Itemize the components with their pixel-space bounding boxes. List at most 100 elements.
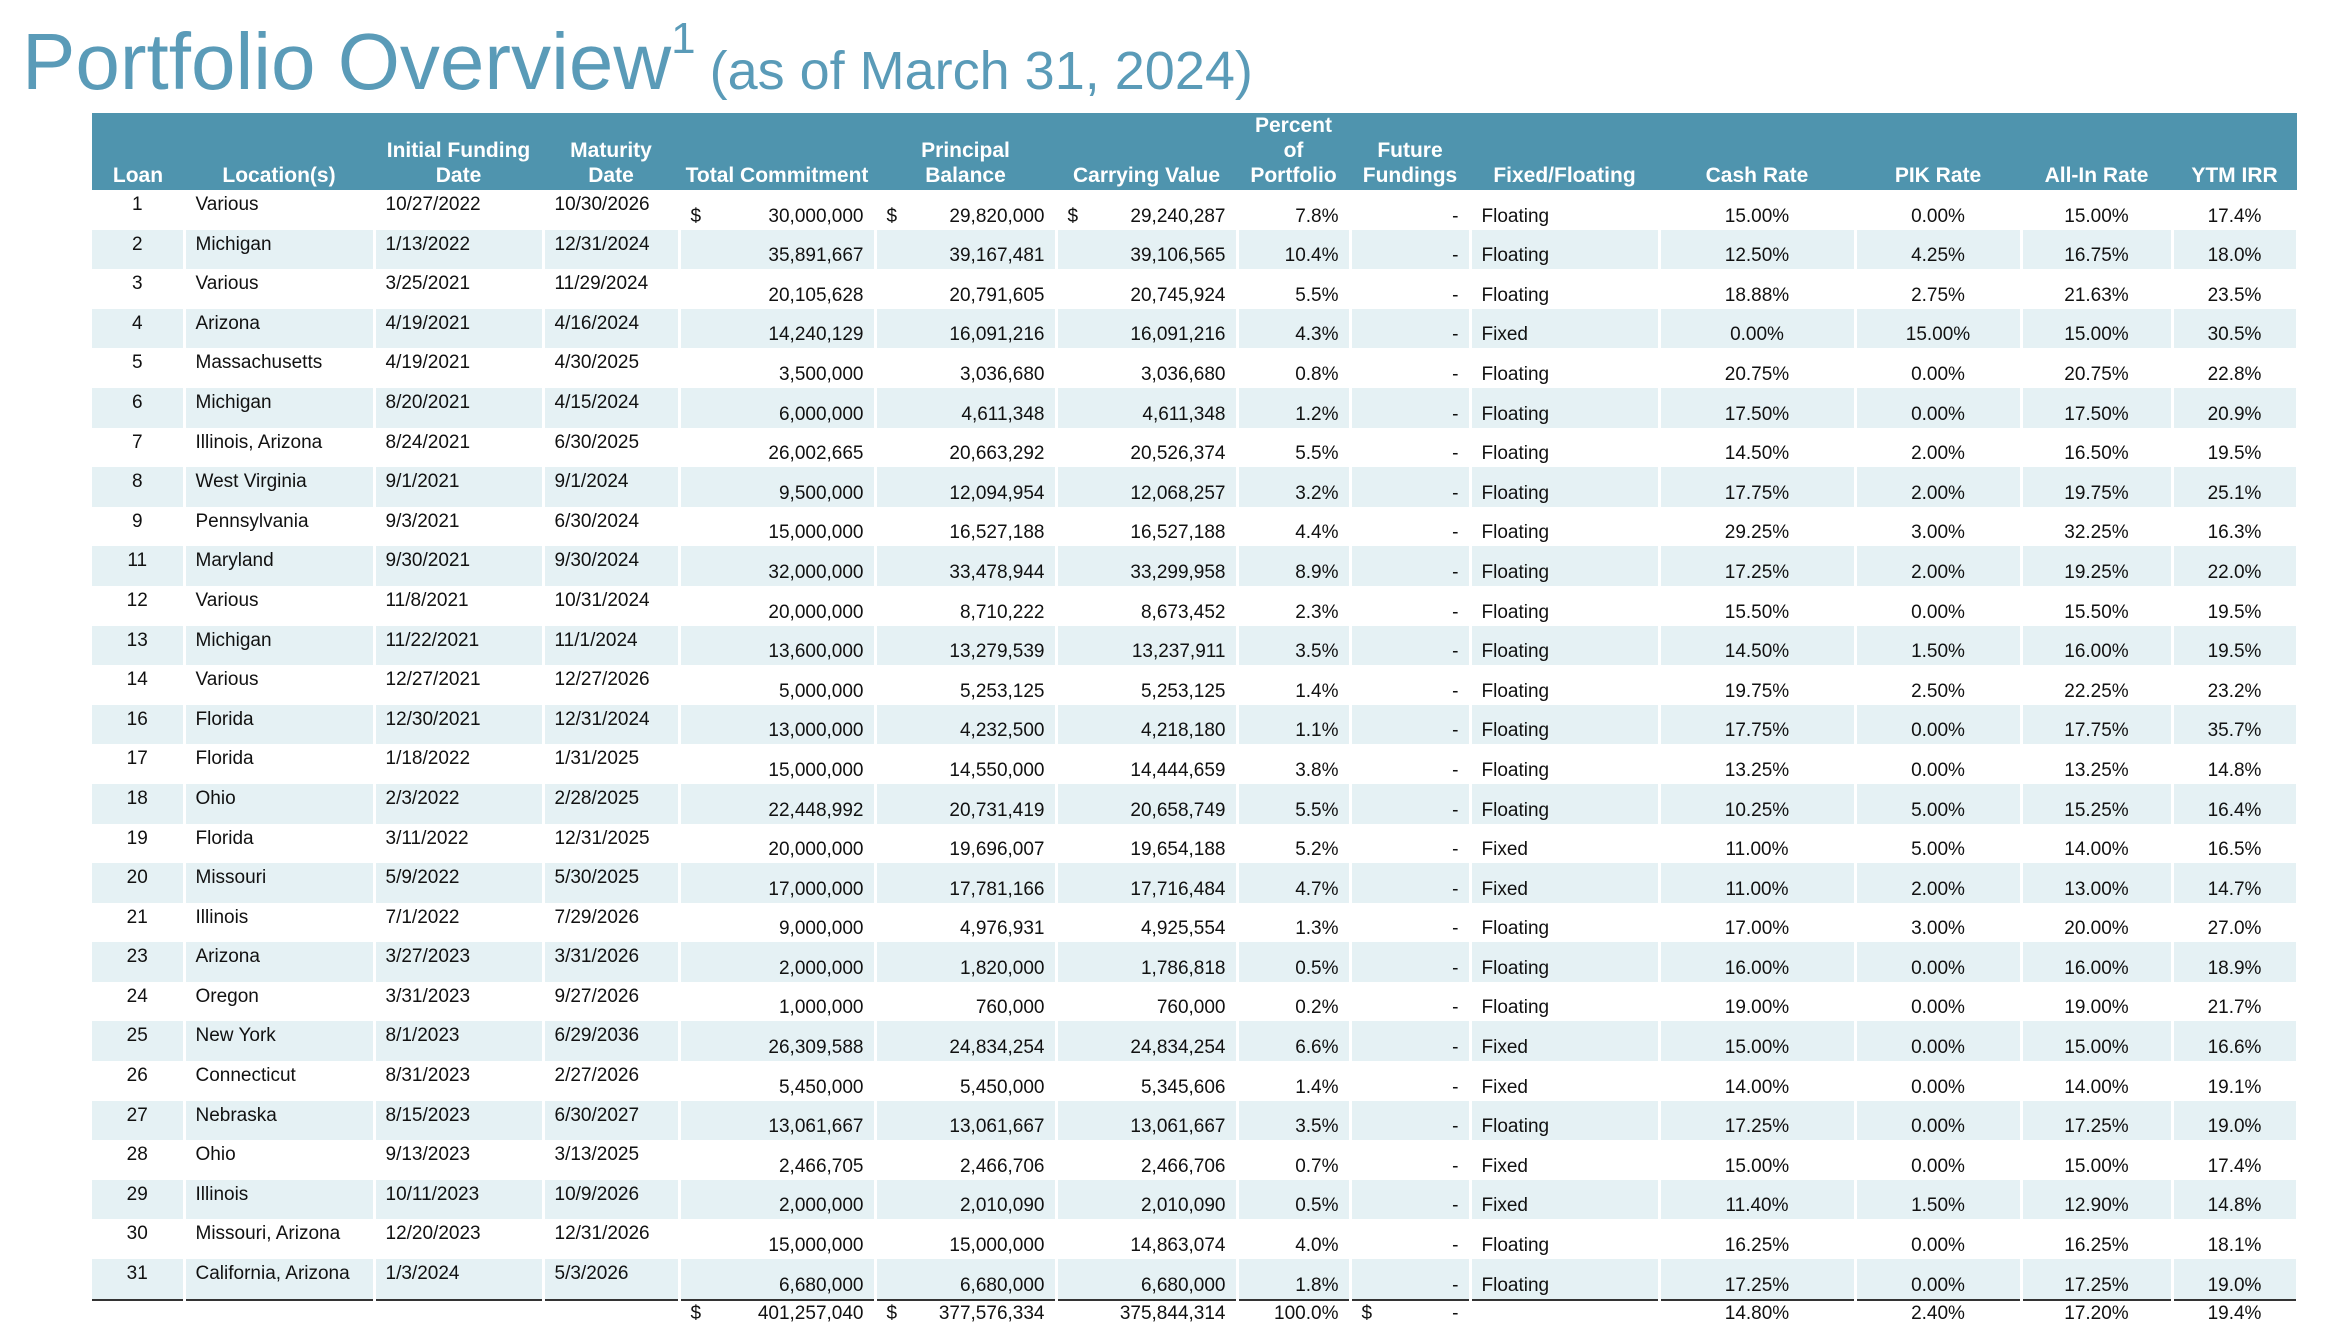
cell: 5,253,125 (875, 665, 1058, 705)
cell: 6/30/2025 (543, 427, 681, 468)
cell: 6,000,000 (679, 387, 877, 428)
cell: $29,820,000 (875, 190, 1058, 230)
cell-value: - (1452, 601, 1459, 623)
cell-value: 19.0% (2207, 1116, 2262, 1138)
cell-value: New York (195, 1025, 276, 1047)
cell-value: Fixed (1481, 1076, 1528, 1098)
cell: 33,478,944 (875, 546, 1058, 586)
cell: 16 (92, 704, 186, 745)
cell-value: 10/30/2026 (554, 194, 650, 215)
cell-value: Floating (1481, 918, 1550, 940)
table-row: 13 Michigan 11/22/2021 11/1/2024 13,600,000 1… (92, 625, 2299, 666)
cell: Oregon (184, 981, 376, 1022)
cell: 6.6% (1237, 1021, 1352, 1062)
cell: 4.25% (1855, 229, 2023, 270)
cell-value: 1.50% (1911, 641, 1965, 663)
cell-value: 4.3% (1295, 324, 1339, 346)
total-cell: 14.80% (1659, 1298, 1857, 1329)
cell: 1.50% (1855, 1179, 2023, 1220)
cell-value: 16.6% (2207, 1037, 2262, 1059)
cell: 15,000,000 (679, 1219, 877, 1260)
cell: 16.6% (2172, 1021, 2299, 1062)
cell-value: 9/1/2024 (554, 471, 629, 493)
cell-value: Fixed (1481, 324, 1528, 346)
cell-value: 6/30/2027 (554, 1104, 640, 1126)
cell-value: 0.00% (1911, 957, 1965, 979)
cell: 9,000,000 (679, 902, 877, 943)
cell: 17.75% (1659, 704, 1857, 745)
cell: 3/27/2023 (374, 942, 545, 982)
cell: Illinois, Arizona (184, 427, 376, 468)
cell: 9/13/2023 (374, 1140, 545, 1180)
cell-value: Floating (1481, 205, 1550, 227)
cell-value: Floating (1481, 720, 1550, 742)
cell: 10/11/2023 (374, 1179, 545, 1220)
cell: 6,680,000 (1056, 1259, 1239, 1300)
cell: 1.3% (1237, 902, 1352, 943)
cell: 19.75% (1659, 665, 1857, 705)
cell-value: 3.00% (1911, 522, 1965, 544)
cell-value: 1.2% (1295, 403, 1339, 425)
cell: 10/30/2026 (543, 190, 681, 230)
cell-value: 8/31/2023 (385, 1065, 471, 1087)
cell: 3.2% (1237, 467, 1352, 507)
total-cell: $401,257,040 (679, 1298, 877, 1329)
cell-value: 5,450,000 (778, 1076, 864, 1098)
cell: Floating (1470, 1219, 1661, 1260)
cell: 5.5% (1237, 783, 1352, 824)
cell-value: 14.50% (1724, 443, 1790, 465)
page: Portfolio Overview1(as of March 31, 2024… (22, 14, 2299, 1329)
cell: 21 (92, 902, 186, 943)
cell: 0.5% (1237, 942, 1352, 982)
cell: 17,000,000 (679, 863, 877, 903)
cell-value: 6,680,000 (778, 1274, 864, 1296)
cell-value: - (1452, 1076, 1459, 1098)
cell-value: 39,167,481 (949, 245, 1045, 267)
cell: 14.8% (2172, 1179, 2299, 1220)
cell: - (1350, 229, 1472, 270)
cell-value: 20,000,000 (768, 839, 864, 861)
cell: Nebraska (184, 1100, 376, 1141)
cell: 0.00% (1855, 348, 2023, 388)
cell: 2/3/2022 (374, 783, 545, 824)
total-value: 100.0% (1274, 1302, 1339, 1324)
cell-value: 0.00% (1911, 601, 1965, 623)
cell: Various (184, 190, 376, 230)
cell: 3/31/2023 (374, 981, 545, 1022)
cell: 0.00% (1855, 1021, 2023, 1062)
cell: 4.0% (1237, 1219, 1352, 1260)
cell-value: Floating (1481, 363, 1550, 385)
cell-value: 15.00% (1724, 1155, 1790, 1177)
cell: Floating (1470, 190, 1661, 230)
cell: 13,237,911 (1056, 625, 1239, 666)
cell-value: 12,094,954 (949, 482, 1045, 504)
cell: 15,000,000 (679, 506, 877, 547)
cell: - (1350, 704, 1472, 745)
cell-value: Floating (1481, 997, 1550, 1019)
cell-value: 4.25% (1911, 245, 1965, 267)
cell: 10/31/2024 (543, 585, 681, 626)
cell-value: 17.25% (1724, 561, 1790, 583)
cell-value: 4/16/2024 (554, 312, 640, 334)
cell: 26,309,588 (679, 1021, 877, 1062)
cell: 9/3/2021 (374, 506, 545, 547)
cell: 14.7% (2172, 863, 2299, 903)
cell-value: 12/31/2024 (554, 233, 650, 255)
cell: 2,466,706 (875, 1140, 1058, 1180)
cell: 19,654,188 (1056, 823, 1239, 864)
cell: 0.7% (1237, 1140, 1352, 1180)
cell: 13.25% (2021, 744, 2174, 784)
cell-value: 31 (126, 1263, 148, 1285)
cell: Floating (1470, 704, 1661, 745)
cell: Floating (1470, 1259, 1661, 1300)
cell-value: - (1452, 522, 1459, 544)
cell-value: Fixed (1481, 839, 1528, 861)
cell-value: 1.1% (1295, 720, 1339, 742)
cell-value: 15.00% (2064, 205, 2129, 227)
table-row: 26 Connecticut 8/31/2023 2/27/2026 5,450,000… (92, 1061, 2299, 1101)
cell-value: 17.50% (1724, 403, 1790, 425)
cell-value: 17.25% (2064, 1116, 2129, 1138)
table-row: 2 Michigan 1/13/2022 12/31/2024 35,891,667 39… (92, 229, 2299, 270)
cell: 1.4% (1237, 665, 1352, 705)
cell-value: 0.00% (1911, 403, 1965, 425)
